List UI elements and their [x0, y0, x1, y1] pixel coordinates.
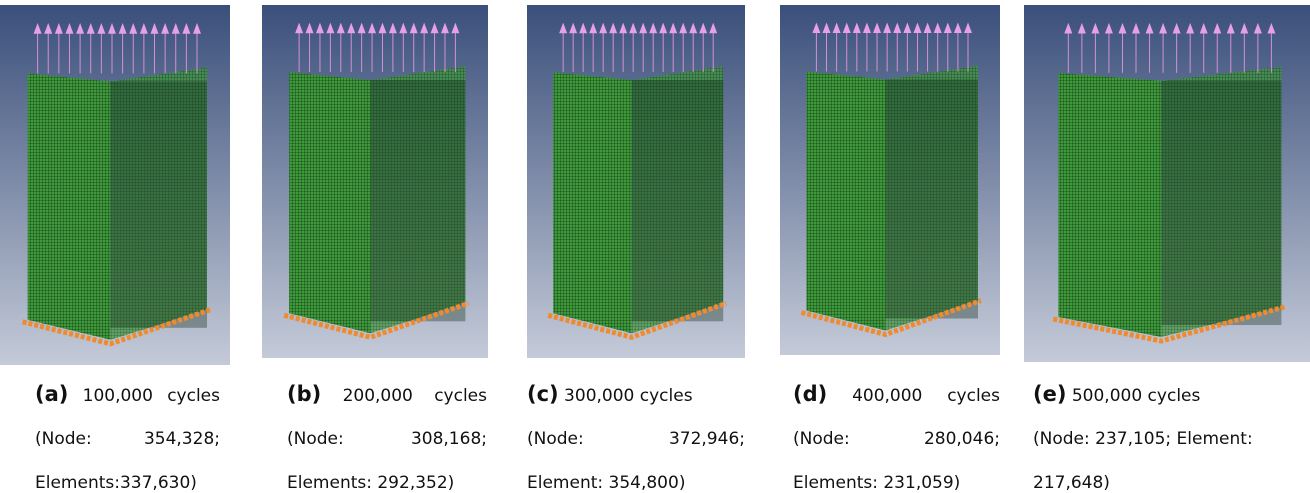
- mesh-front: [289, 72, 370, 333]
- element-count: Element: 354,800): [527, 473, 745, 493]
- node-count: (Node: 372,946;: [527, 429, 745, 449]
- cycles: 400,000 cycles: [827, 386, 1000, 406]
- element-count: Elements: 292,352): [287, 473, 487, 493]
- node-count: (Node: 237,105; Element:: [1033, 429, 1301, 449]
- caption: (e) 500,000 cycles (Node: 237,105; Elemen…: [1033, 382, 1301, 493]
- element-count: 217,648): [1033, 473, 1301, 493]
- caption-line: (d) 400,000 cycles: [793, 382, 1000, 406]
- mesh-image: [780, 5, 1000, 355]
- panel-label: (e): [1033, 382, 1066, 406]
- mesh-front: [553, 72, 631, 333]
- element-count: Elements:337,630): [35, 473, 220, 493]
- node-count: (Node: 308,168;: [287, 429, 487, 449]
- caption-line: (a) 100,000 cycles: [35, 382, 220, 406]
- node-count: (Node: 280,046;: [793, 429, 1000, 449]
- mesh-image: [1024, 5, 1310, 362]
- mesh-image: [527, 5, 745, 358]
- mesh-front: [1058, 73, 1161, 337]
- cycles: 200,000 cycles: [321, 386, 487, 406]
- mesh-image: [262, 5, 488, 358]
- cycles: 300,000 cycles: [559, 386, 693, 406]
- panel-label: (b): [287, 382, 321, 406]
- mesh-front: [806, 72, 885, 331]
- cycles: 500,000 cycles: [1066, 386, 1200, 406]
- caption: (c) 300,000 cycles (Node: 372,946; Element…: [527, 382, 745, 493]
- caption: (b) 200,000 cycles (Node: 308,168; Element…: [287, 382, 487, 493]
- panel-label: (a): [35, 382, 68, 406]
- panel-label: (c): [527, 382, 559, 406]
- node-count: (Node: 354,328;: [35, 429, 220, 449]
- cycles: 100,000 cycles: [68, 386, 220, 406]
- panel-label: (d): [793, 382, 827, 406]
- caption: (d) 400,000 cycles (Node: 280,046; Element…: [793, 382, 1000, 493]
- caption-line: (b) 200,000 cycles: [287, 382, 487, 406]
- figure: (a) 100,000 cycles (Node: 354,328; Element…: [0, 0, 1310, 493]
- mesh-image: [0, 5, 230, 365]
- caption-line: (e) 500,000 cycles: [1033, 382, 1301, 406]
- caption: (a) 100,000 cycles (Node: 354,328; Element…: [35, 382, 220, 493]
- element-count: Elements: 231,059): [793, 473, 1000, 493]
- mesh-front: [28, 73, 111, 339]
- caption-line: (c) 300,000 cycles: [527, 382, 745, 406]
